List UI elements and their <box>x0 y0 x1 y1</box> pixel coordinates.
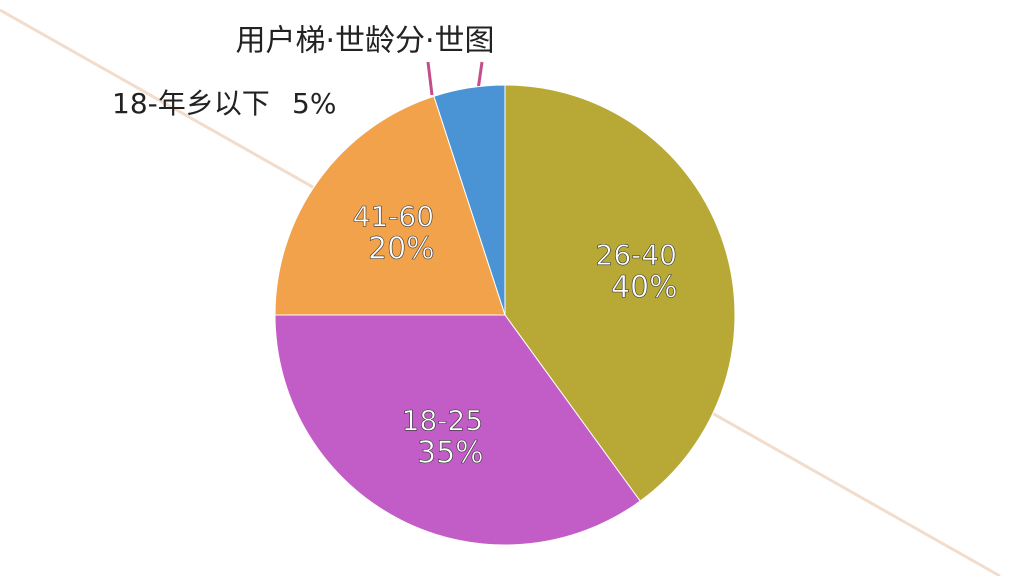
slice-value-label: 35% <box>417 435 484 470</box>
leader-line <box>426 61 434 96</box>
outside-value-label: 5% <box>292 87 336 120</box>
outside-category-label: 18-年乡以下 <box>112 87 270 120</box>
pie-slice <box>433 84 506 316</box>
leader-line <box>476 61 484 91</box>
pie-slice <box>504 84 736 502</box>
slice-value-label: 20% <box>368 231 435 266</box>
slice-value-label: 40% <box>611 270 678 305</box>
chart-title: 用户梯·世龄分·世图 <box>235 24 494 59</box>
pie-slice <box>274 95 506 316</box>
pie-slice <box>274 314 641 546</box>
slice-category-label: 26-40 <box>596 238 677 271</box>
slice-category-label: 41-60 <box>353 200 434 233</box>
slice-category-label: 18-25 <box>402 404 483 437</box>
